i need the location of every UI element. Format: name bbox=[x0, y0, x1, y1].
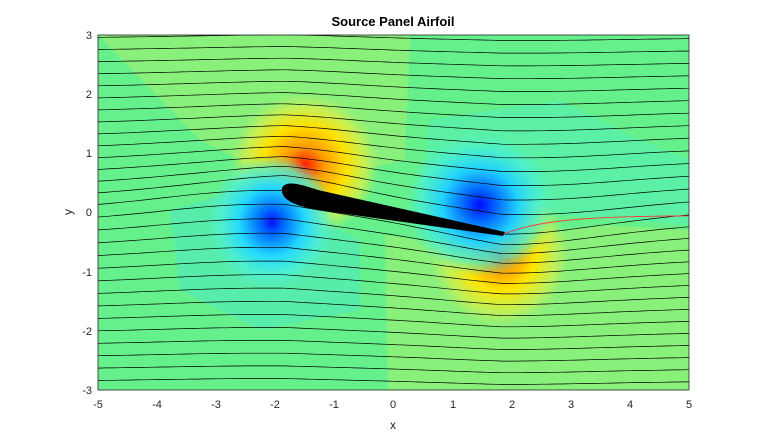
y-axis: -3 -2 -1 0 1 2 3 y bbox=[61, 30, 92, 397]
streamline bbox=[98, 156, 689, 186]
leading-edge-low-pressure bbox=[207, 154, 337, 290]
streamlines bbox=[98, 35, 689, 385]
x-tick-label: 1 bbox=[450, 399, 456, 411]
streamline bbox=[98, 274, 689, 295]
streamline bbox=[98, 232, 689, 264]
streamline bbox=[98, 135, 689, 159]
streamline bbox=[98, 314, 689, 328]
streamline bbox=[98, 300, 689, 317]
y-tick-label: -3 bbox=[82, 385, 92, 397]
streamline bbox=[98, 57, 689, 67]
x-tick-label: 4 bbox=[627, 399, 633, 411]
x-tick-label: 2 bbox=[509, 399, 515, 411]
streamline bbox=[98, 146, 689, 172]
plot-frame bbox=[97, 34, 690, 391]
streamline bbox=[98, 246, 689, 274]
streamline bbox=[98, 327, 689, 339]
x-tick-label: -2 bbox=[270, 399, 280, 411]
streamline bbox=[98, 287, 689, 306]
y-tick-label: -2 bbox=[82, 326, 92, 338]
trailing-edge-low-pressure bbox=[405, 133, 555, 277]
streamline bbox=[98, 69, 689, 80]
streamline bbox=[98, 35, 689, 41]
y-tick-label: 3 bbox=[86, 30, 92, 42]
streamline bbox=[98, 103, 689, 118]
x-tick-label: 5 bbox=[686, 399, 692, 411]
streamline bbox=[98, 125, 689, 145]
streamline bbox=[98, 114, 689, 132]
streamline bbox=[98, 260, 689, 284]
wake-streamline bbox=[502, 215, 689, 235]
streamline bbox=[98, 378, 689, 385]
x-axis-label: x bbox=[390, 418, 396, 432]
y-tick-label: 0 bbox=[86, 207, 92, 219]
streamline bbox=[98, 352, 689, 362]
plot-area bbox=[98, 35, 689, 390]
x-axis: -5 -4 -3 -2 -1 0 1 2 3 4 5 x bbox=[93, 399, 692, 432]
streamline bbox=[98, 340, 689, 350]
y-tick-label: 2 bbox=[86, 89, 92, 101]
y-tick-label: 1 bbox=[86, 148, 92, 160]
streamline bbox=[98, 218, 689, 255]
streamline bbox=[98, 165, 689, 201]
streamline bbox=[98, 46, 689, 54]
x-tick-label: 3 bbox=[568, 399, 574, 411]
chart-title: Source Panel Airfoil bbox=[331, 14, 454, 29]
streamline bbox=[98, 365, 689, 374]
y-axis-label: y bbox=[61, 209, 75, 215]
x-tick-label: -4 bbox=[152, 399, 162, 411]
streamline bbox=[98, 175, 689, 215]
streamline bbox=[98, 92, 689, 105]
y-tick-label: -1 bbox=[82, 267, 92, 279]
streamline bbox=[98, 80, 689, 92]
x-tick-label: -1 bbox=[329, 399, 339, 411]
x-tick-label: -5 bbox=[93, 399, 103, 411]
x-tick-label: -3 bbox=[211, 399, 221, 411]
x-tick-label: 0 bbox=[390, 399, 396, 411]
streamline bbox=[98, 203, 689, 245]
airfoil-body bbox=[281, 183, 505, 236]
